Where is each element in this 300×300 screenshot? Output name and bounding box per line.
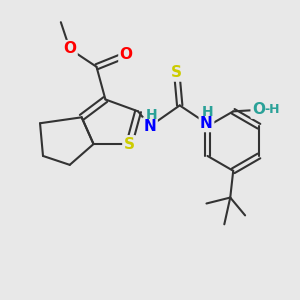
- Text: N: N: [144, 119, 156, 134]
- Text: S: S: [171, 65, 182, 80]
- Text: O: O: [252, 102, 265, 117]
- Text: H: H: [146, 108, 157, 122]
- Text: O: O: [63, 41, 76, 56]
- Text: S: S: [124, 136, 135, 152]
- Text: -H: -H: [264, 103, 280, 116]
- Text: H: H: [202, 105, 214, 119]
- Text: O: O: [120, 47, 133, 62]
- Text: N: N: [200, 116, 213, 131]
